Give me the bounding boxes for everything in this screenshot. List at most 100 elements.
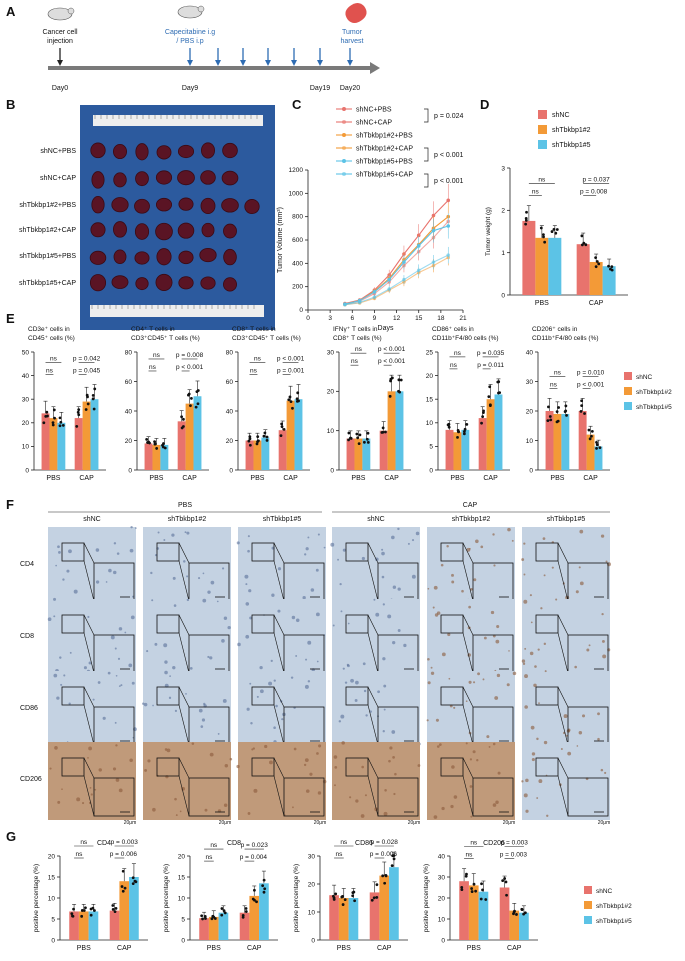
e-chart-title: CD206⁺ cells in [532,326,578,333]
ihc-cell-dot [381,548,384,551]
ihc-cell-dot [270,659,273,663]
bar-y-tick-label: 10 [308,909,316,916]
bar-dot [262,890,266,894]
bar-dot [256,440,259,444]
bar-dot [554,231,558,235]
ihc-cell-dot [305,658,308,661]
f-row-label: CD8 [20,633,34,640]
bar-y-tick-label: 2 [501,208,505,215]
bar-dot [145,437,149,441]
ihc-cell-dot [83,666,87,670]
ihc-cell-dot [185,693,187,695]
bar-dot [120,885,124,888]
ihc-cell-dot [293,747,297,751]
bar-dot [265,435,269,439]
ihc-zoom-line [462,614,474,636]
ihc-zoom-box [156,757,180,777]
ihc-zoom-box [345,686,369,706]
bar-dot [190,397,193,400]
ihc-cell-dot [397,629,401,632]
c-data-point [372,295,377,299]
bar-dot [262,878,266,882]
bar-dot [58,424,62,428]
ihc-cell-dot [438,743,442,746]
bar-dot [375,883,379,887]
ihc-cell-dot [397,527,400,531]
label-day: Day0 [52,85,68,92]
f-row-label: CD86 [20,705,38,712]
ihc-zoom-line [367,686,379,708]
bar-dot [546,419,550,423]
ihc-zoom-line [273,757,285,779]
ihc-cell-dot [129,548,134,553]
ihc-cell-dot [304,758,309,763]
ihc-cell-dot [174,797,177,801]
bar-dot [365,437,369,441]
bar-y-tick-label: 20 [226,438,234,445]
bar-annotation: p = 0.004 [240,854,268,861]
ihc-cell-dot [523,793,528,798]
tumor-sample [178,276,194,290]
bar [129,877,139,940]
ihc-cell-dot [472,681,476,684]
e-legend-label: shNC [636,374,653,381]
ihc-cell-dot [253,788,258,793]
ihc-cell-dot [245,602,250,606]
tumor-sample [177,144,195,159]
bar-dot [610,265,614,269]
ihc-cell-dot [179,810,182,813]
ihc-zoom-line [367,775,379,817]
d-legend-swatch [538,125,547,134]
ihc-cell-dot [524,647,527,650]
timeline-arrow-head [265,60,271,66]
ihc-cell-dot [172,665,176,670]
c-series-line [344,220,449,305]
ihc-zoom-box [440,542,464,562]
ihc-cell-dot [391,535,395,540]
ihc-cell-dot [441,652,446,657]
ihc-cell-dot [191,742,195,745]
bar-y-tick-label: 15 [178,874,186,881]
ihc-cell-dot [450,804,454,809]
bar-annotation: ns [454,350,462,357]
bar-dot [487,395,491,399]
ihc-cell-dot [68,549,72,554]
ihc-cell-dot [63,674,66,677]
bar-dot [580,243,584,247]
ihc-cell-dot [92,698,95,701]
bar-dot [295,399,299,403]
e-chart-title: CD45⁺ cells (%) [28,335,75,342]
ihc-cell-dot [575,590,579,594]
ihc-cell-dot [600,534,605,538]
bar-y-tick-label: 0 [181,937,185,944]
bar-dot [370,898,374,902]
bar-dot [182,417,185,421]
tumor-sample [223,223,237,239]
ihc-cell-dot [59,656,62,659]
ihc-cell-dot [169,675,171,678]
ihc-zoom-line [83,542,95,564]
bar [119,881,130,940]
ihc-cell-dot [144,768,148,772]
ihc-cell-dot [152,704,154,707]
bar-dot [501,879,505,883]
bar-annotation: ns [532,189,540,196]
bar-dot [253,888,256,892]
bar-dot [248,435,252,439]
ihc-cell-dot [506,683,510,687]
ihc-cell-dot [391,730,396,734]
bar-dot [291,406,294,410]
bar-dot [220,907,224,910]
bar-dot [565,413,568,417]
bar-dot [564,404,568,408]
ihc-cell-dot [492,533,495,536]
bar-dot [282,427,286,431]
bar [208,916,219,940]
mouse-ear-icon [197,5,205,13]
ihc-cell-dot [304,553,307,556]
ihc-cell-dot [493,564,496,567]
ihc-cell-dot [604,771,607,775]
c-x-tick-label: 0 [306,315,310,322]
bar [278,430,287,470]
ihc-cell-dot [430,671,435,675]
